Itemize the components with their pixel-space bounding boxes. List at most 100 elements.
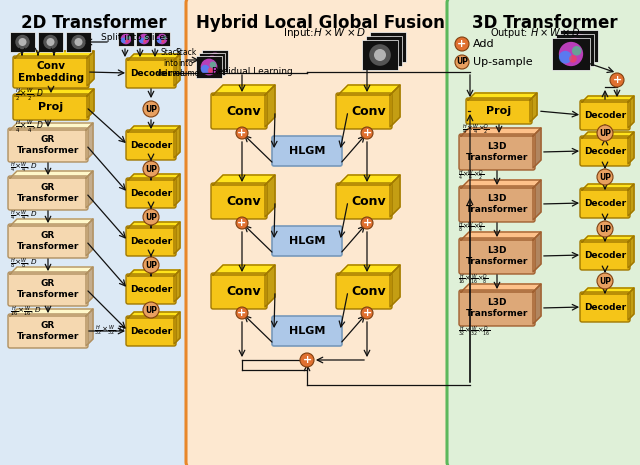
Polygon shape — [461, 128, 541, 136]
Text: +: + — [362, 308, 372, 318]
Polygon shape — [628, 132, 634, 164]
Text: HLGM: HLGM — [289, 326, 325, 336]
Polygon shape — [10, 309, 93, 316]
Polygon shape — [265, 175, 275, 217]
Circle shape — [207, 53, 223, 69]
Circle shape — [143, 257, 159, 273]
Polygon shape — [265, 85, 275, 127]
Circle shape — [143, 209, 159, 225]
FancyBboxPatch shape — [272, 226, 342, 256]
Circle shape — [573, 51, 580, 59]
Text: Proj: Proj — [38, 102, 63, 112]
Polygon shape — [128, 222, 180, 228]
FancyBboxPatch shape — [580, 292, 630, 322]
Circle shape — [139, 33, 149, 44]
Polygon shape — [461, 232, 541, 240]
Text: UP: UP — [456, 58, 468, 66]
FancyBboxPatch shape — [0, 0, 191, 465]
Text: UP: UP — [599, 277, 611, 286]
Polygon shape — [582, 236, 634, 242]
Circle shape — [121, 33, 131, 44]
Circle shape — [47, 38, 54, 46]
Text: L3D
Transformer: L3D Transformer — [466, 299, 528, 318]
Text: L3D
Transformer: L3D Transformer — [466, 142, 528, 162]
Text: Conv: Conv — [352, 285, 387, 298]
Polygon shape — [582, 96, 634, 102]
Text: GR
Transformer: GR Transformer — [17, 183, 79, 203]
Text: $\frac{H}{8}{\times}\frac{W}{8}{\times}\frac{D}{4}$: $\frac{H}{8}{\times}\frac{W}{8}{\times}\… — [458, 221, 484, 235]
Text: Up-sample: Up-sample — [473, 57, 532, 67]
FancyBboxPatch shape — [13, 56, 89, 88]
Circle shape — [201, 59, 218, 75]
Circle shape — [374, 49, 386, 61]
FancyBboxPatch shape — [580, 188, 630, 218]
Text: UP: UP — [145, 105, 157, 113]
Text: Stack
into
volume: Stack into volume — [172, 48, 200, 78]
Text: Conv
Embedding: Conv Embedding — [18, 61, 84, 83]
Circle shape — [373, 40, 395, 62]
Text: Conv: Conv — [352, 105, 387, 118]
Text: UP: UP — [599, 173, 611, 181]
FancyBboxPatch shape — [459, 134, 535, 170]
Circle shape — [300, 353, 314, 367]
Text: UP: UP — [599, 225, 611, 233]
Polygon shape — [128, 54, 180, 60]
Polygon shape — [213, 265, 275, 275]
Polygon shape — [10, 123, 93, 130]
Polygon shape — [86, 219, 93, 256]
Text: Decoder: Decoder — [584, 199, 626, 207]
Text: UP: UP — [145, 213, 157, 221]
Circle shape — [597, 169, 613, 185]
Text: $\frac{H}{4}{\times}\frac{W}{4}{\times}\frac{D}{2}$: $\frac{H}{4}{\times}\frac{W}{4}{\times}\… — [458, 169, 484, 183]
Circle shape — [455, 37, 469, 51]
Circle shape — [236, 127, 248, 139]
FancyBboxPatch shape — [126, 274, 176, 304]
FancyBboxPatch shape — [126, 178, 176, 208]
FancyBboxPatch shape — [580, 100, 630, 130]
Circle shape — [126, 35, 131, 40]
Polygon shape — [174, 222, 180, 254]
Circle shape — [143, 302, 159, 318]
Circle shape — [216, 55, 222, 62]
Circle shape — [74, 38, 83, 46]
Text: Conv: Conv — [227, 105, 261, 118]
Text: HLGM: HLGM — [289, 236, 325, 246]
FancyBboxPatch shape — [459, 186, 535, 222]
Circle shape — [567, 43, 580, 56]
FancyBboxPatch shape — [211, 273, 267, 309]
Bar — [556, 34, 594, 66]
Text: Decoder: Decoder — [130, 140, 172, 150]
Bar — [154, 32, 170, 46]
Text: HLGM: HLGM — [289, 146, 325, 156]
Text: Decoder: Decoder — [130, 188, 172, 198]
Circle shape — [163, 35, 166, 40]
FancyBboxPatch shape — [126, 58, 176, 88]
Polygon shape — [533, 232, 541, 272]
Polygon shape — [86, 123, 93, 160]
Text: Decoder: Decoder — [130, 285, 172, 293]
FancyBboxPatch shape — [272, 316, 342, 346]
Polygon shape — [128, 174, 180, 180]
Text: Decoder: Decoder — [130, 326, 172, 336]
Text: UP: UP — [145, 306, 157, 314]
Polygon shape — [628, 184, 634, 216]
Circle shape — [207, 68, 213, 73]
Polygon shape — [533, 180, 541, 220]
FancyBboxPatch shape — [8, 224, 88, 258]
Text: Decoder: Decoder — [584, 251, 626, 259]
Circle shape — [211, 65, 216, 70]
Text: Residual Learning: Residual Learning — [212, 67, 292, 77]
Circle shape — [572, 46, 582, 56]
Text: $\frac{H}{4}{\times}\frac{W}{4},D$: $\frac{H}{4}{\times}\frac{W}{4},D$ — [10, 161, 38, 175]
Text: L3D
Transformer: L3D Transformer — [466, 194, 528, 214]
Text: $\frac{H}{16}{\times}\frac{W}{16}{\times}\frac{D}{8}$: $\frac{H}{16}{\times}\frac{W}{16}{\times… — [458, 273, 488, 287]
FancyBboxPatch shape — [126, 130, 176, 160]
Polygon shape — [174, 126, 180, 158]
FancyBboxPatch shape — [211, 93, 267, 129]
FancyBboxPatch shape — [211, 183, 267, 219]
Polygon shape — [533, 128, 541, 168]
Text: Decoder: Decoder — [130, 68, 172, 78]
Polygon shape — [461, 284, 541, 292]
Bar — [66, 32, 91, 52]
Text: Hybrid Local Global Fusion: Hybrid Local Global Fusion — [196, 14, 444, 32]
